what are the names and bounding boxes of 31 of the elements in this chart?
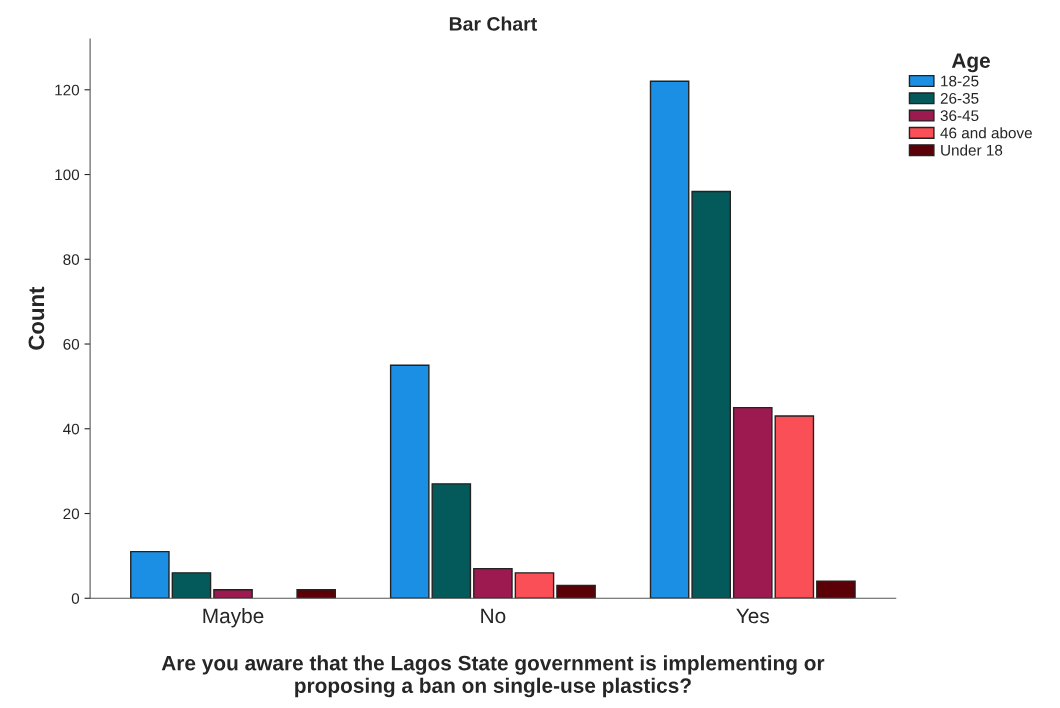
x-axis-title: Are you aware that the Lagos State government is implementing or proposing a ban on single-use plastics? — [161, 655, 825, 698]
bar — [514, 572, 555, 599]
y-axis-title: Count — [28, 286, 45, 350]
legend-label: 36-45 — [940, 110, 979, 122]
bar — [732, 406, 773, 599]
bar — [691, 190, 732, 599]
y-tick-label: 60 — [63, 338, 80, 350]
legend-title: Age — [951, 53, 990, 73]
y-tick-label: 0 — [71, 593, 80, 604]
bar — [774, 415, 815, 599]
bar — [473, 567, 513, 599]
chart-title: Bar Chart — [449, 16, 537, 31]
y-tick-label: 40 — [63, 423, 80, 435]
bar — [130, 550, 170, 599]
y-tick-label: 80 — [63, 254, 80, 265]
y-tick-label: 20 — [63, 508, 80, 520]
legend-label: Under 18 — [941, 144, 1003, 156]
legend-label: 46 and above — [940, 127, 1032, 139]
bar — [296, 589, 337, 599]
legend-label: 26-35 — [940, 92, 979, 104]
bar — [213, 589, 253, 599]
y-tick-label: 120 — [55, 84, 80, 96]
bar — [556, 584, 596, 599]
x-tick-label: Yes — [736, 608, 770, 624]
bar — [816, 580, 856, 599]
x-tick-label: No — [481, 608, 506, 624]
bar — [171, 572, 212, 599]
legend-label: 18-25 — [941, 75, 979, 87]
x-tick-label: Maybe — [203, 607, 264, 628]
y-tick-label: 100 — [55, 169, 80, 181]
bar — [649, 80, 690, 599]
